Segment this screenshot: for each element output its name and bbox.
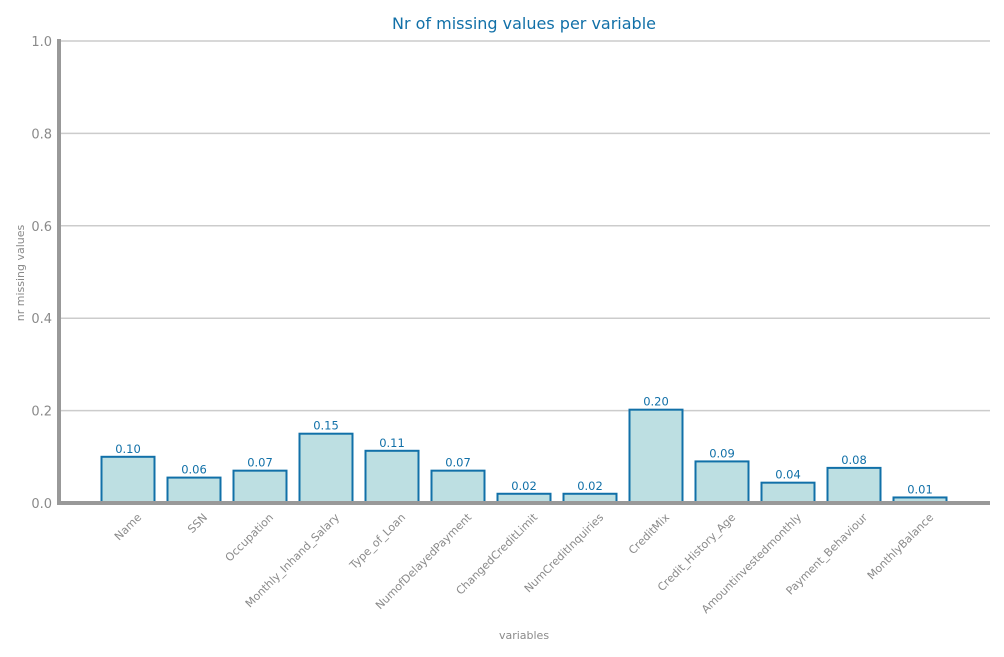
gridlines: [59, 40, 990, 412]
y-axis-ticks: 0.0 0.2 0.4 0.6 0.8 1.0: [31, 35, 52, 512]
data-label: 0.08: [841, 453, 867, 467]
data-label: 0.02: [577, 479, 603, 493]
bars: [100, 408, 948, 505]
data-label: 0.04: [775, 468, 801, 482]
data-label: 0.07: [247, 456, 273, 470]
data-label: 0.07: [445, 456, 471, 470]
data-label: 0.09: [709, 446, 735, 460]
data-labels: 0.10 0.06 0.07 0.15 0.11 0.07 0.02 0.02 0.20 0.09…: [115, 395, 933, 497]
y-tick-label: 0.4: [31, 312, 52, 327]
bar: [232, 469, 288, 505]
data-label: 0.20: [643, 395, 669, 409]
bar: [364, 449, 420, 505]
y-tick-label: 0.2: [31, 405, 52, 420]
y-tick-label: 0.0: [31, 497, 52, 512]
y-tick-label: 0.8: [31, 127, 52, 142]
data-label: 0.02: [511, 479, 537, 493]
bar: [826, 466, 882, 504]
x-tick-label: CreditMix: [626, 511, 672, 557]
data-label: 0.06: [181, 463, 207, 477]
data-label: 0.01: [907, 482, 933, 496]
data-label: 0.11: [379, 436, 405, 450]
bar: [628, 408, 684, 504]
bar: [166, 476, 222, 504]
y-tick-label: 0.6: [31, 220, 52, 235]
bar: [694, 460, 750, 505]
chart-title: Nr of missing values per variable: [392, 14, 656, 33]
data-label: 0.15: [313, 419, 339, 433]
bar: [100, 455, 156, 504]
y-tick-label: 1.0: [31, 35, 52, 50]
y-axis-label: nr missing values: [14, 224, 27, 321]
x-tick-label: Type_of_Loan: [346, 511, 408, 573]
x-tick-label: MonthlyBalance: [865, 511, 937, 583]
x-tick-label: Occupation: [223, 511, 276, 564]
bar: [430, 469, 486, 505]
bar: [760, 481, 816, 504]
x-tick-label: Name: [112, 511, 144, 543]
bar: [298, 432, 354, 505]
data-label: 0.10: [115, 442, 141, 456]
x-axis-label: variables: [499, 629, 549, 642]
x-tick-label: SSN: [185, 511, 210, 536]
